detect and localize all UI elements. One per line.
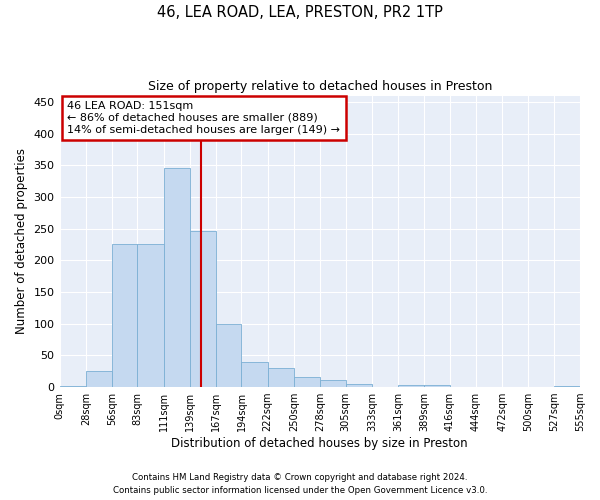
Bar (164, 168, 190, 387)
Text: 46, LEA ROAD, LEA, PRESTON, PR2 1TP: 46, LEA ROAD, LEA, PRESTON, PR2 1TP (157, 5, 443, 20)
X-axis label: Distribution of detached houses by size in Preston: Distribution of detached houses by size … (172, 437, 468, 450)
Bar (137, 244, 164, 387)
Text: Contains HM Land Registry data © Crown copyright and database right 2024.
Contai: Contains HM Land Registry data © Crown c… (113, 474, 487, 495)
Bar (398, 384, 424, 387)
Text: 46 LEA ROAD: 151sqm
← 86% of detached houses are smaller (889)
14% of semi-detac: 46 LEA ROAD: 151sqm ← 86% of detached ho… (67, 102, 340, 134)
Bar (554, 386, 580, 387)
Bar (59, 386, 86, 387)
Bar (112, 244, 137, 387)
Bar (424, 384, 449, 387)
Bar (86, 370, 112, 387)
Y-axis label: Number of detached properties: Number of detached properties (15, 148, 28, 334)
Bar (268, 368, 294, 387)
Bar (320, 380, 346, 387)
Bar (294, 377, 320, 387)
Bar (346, 384, 372, 387)
Title: Size of property relative to detached houses in Preston: Size of property relative to detached ho… (148, 80, 492, 93)
Bar (241, 362, 268, 387)
Bar (190, 231, 216, 387)
Bar (216, 324, 241, 387)
